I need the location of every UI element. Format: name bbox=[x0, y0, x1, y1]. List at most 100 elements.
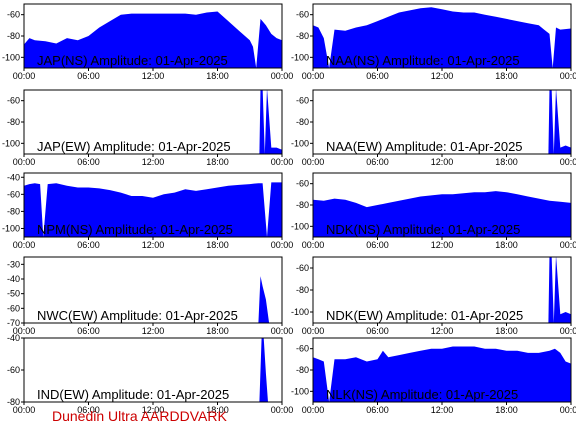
panel-8: -60-80-10000:0006:0012:0018:0000:00NDK(E… bbox=[291, 256, 576, 336]
x-tick-label: 06:00 bbox=[366, 405, 389, 415]
y-tick-label: -60 bbox=[7, 96, 20, 106]
x-tick-label: 06:00 bbox=[366, 71, 389, 81]
y-tick-label: -80 bbox=[296, 117, 309, 127]
x-tick-label: 00:00 bbox=[560, 71, 576, 81]
x-tick-label: 06:00 bbox=[77, 240, 100, 250]
y-tick-label: -80 bbox=[7, 397, 20, 407]
x-tick-label: 06:00 bbox=[77, 326, 100, 336]
y-tick-label: -70 bbox=[7, 318, 20, 328]
y-tick-label: -100 bbox=[291, 307, 309, 317]
x-tick-label: 00:00 bbox=[302, 405, 325, 415]
x-tick-label: 00:00 bbox=[271, 326, 294, 336]
y-tick-label: -60 bbox=[7, 10, 20, 20]
panel-6: -60-80-10000:0006:0012:0018:0000:00NDK(N… bbox=[291, 172, 576, 250]
amplitude-area bbox=[24, 11, 282, 68]
x-tick-label: 06:00 bbox=[77, 157, 100, 167]
y-tick-label: -60 bbox=[296, 96, 309, 106]
x-tick-label: 00:00 bbox=[560, 240, 576, 250]
x-tick-label: 06:00 bbox=[366, 326, 389, 336]
y-tick-label: -80 bbox=[7, 31, 20, 41]
x-tick-label: 18:00 bbox=[495, 405, 518, 415]
x-tick-label: 12:00 bbox=[431, 157, 454, 167]
y-tick-label: -40 bbox=[7, 333, 20, 343]
x-tick-label: 12:00 bbox=[431, 240, 454, 250]
y-tick-label: -30 bbox=[7, 259, 20, 269]
y-tick-label: -60 bbox=[7, 189, 20, 199]
y-tick-label: -80 bbox=[296, 365, 309, 375]
y-tick-label: -80 bbox=[296, 31, 309, 41]
x-tick-label: 18:00 bbox=[206, 240, 229, 250]
panel-title: NLK(NS) Amplitude: 01-Apr-2025 bbox=[326, 387, 518, 402]
panel-title: NWC(EW) Amplitude: 01-Apr-2025 bbox=[37, 308, 238, 323]
y-tick-label: -40 bbox=[7, 274, 20, 284]
x-tick-label: 00:00 bbox=[271, 405, 294, 415]
y-tick-label: -100 bbox=[291, 138, 309, 148]
amplitude-area bbox=[24, 182, 282, 237]
x-tick-label: 12:00 bbox=[142, 157, 165, 167]
x-tick-label: 18:00 bbox=[206, 71, 229, 81]
x-tick-label: 06:00 bbox=[77, 71, 100, 81]
x-tick-label: 00:00 bbox=[13, 405, 36, 415]
panel-title: NDK(NS) Amplitude: 01-Apr-2025 bbox=[326, 222, 520, 237]
x-tick-label: 18:00 bbox=[495, 240, 518, 250]
x-tick-label: 18:00 bbox=[206, 326, 229, 336]
panel-title: NDK(EW) Amplitude: 01-Apr-2025 bbox=[326, 308, 523, 323]
y-tick-label: -80 bbox=[7, 206, 20, 216]
amplitude-area bbox=[313, 7, 571, 68]
y-tick-label: -60 bbox=[7, 365, 20, 375]
x-tick-label: 06:00 bbox=[366, 240, 389, 250]
x-tick-label: 12:00 bbox=[431, 405, 454, 415]
x-tick-label: 12:00 bbox=[142, 326, 165, 336]
y-tick-label: -60 bbox=[296, 179, 309, 189]
x-tick-label: 12:00 bbox=[142, 405, 165, 415]
y-tick-label: -100 bbox=[2, 52, 20, 62]
x-tick-label: 00:00 bbox=[302, 240, 325, 250]
x-tick-label: 12:00 bbox=[431, 71, 454, 81]
x-tick-label: 00:00 bbox=[302, 326, 325, 336]
y-tick-label: -40 bbox=[7, 172, 20, 182]
x-tick-label: 18:00 bbox=[206, 157, 229, 167]
y-tick-label: -100 bbox=[2, 138, 20, 148]
y-tick-label: -50 bbox=[7, 289, 20, 299]
panel-title: JAP(NS) Amplitude: 01-Apr-2025 bbox=[37, 53, 228, 68]
x-tick-label: 18:00 bbox=[495, 157, 518, 167]
x-tick-label: 00:00 bbox=[302, 71, 325, 81]
panel-title: NAA(NS) Amplitude: 01-Apr-2025 bbox=[326, 53, 520, 68]
panel-title: JAP(EW) Amplitude: 01-Apr-2025 bbox=[37, 139, 231, 154]
panel-10: -60-80-10000:0006:0012:0018:0000:00NLK(N… bbox=[291, 337, 576, 415]
x-tick-label: 00:00 bbox=[271, 157, 294, 167]
x-tick-label: 12:00 bbox=[142, 71, 165, 81]
y-tick-label: -100 bbox=[291, 386, 309, 396]
y-tick-label: -100 bbox=[2, 223, 20, 233]
x-tick-label: 00:00 bbox=[271, 71, 294, 81]
x-tick-label: 18:00 bbox=[206, 405, 229, 415]
y-tick-label: -60 bbox=[7, 303, 20, 313]
x-tick-label: 00:00 bbox=[302, 157, 325, 167]
x-tick-label: 00:00 bbox=[13, 326, 36, 336]
x-tick-label: 00:00 bbox=[560, 405, 576, 415]
panel-title: NAA(EW) Amplitude: 01-Apr-2025 bbox=[326, 139, 523, 154]
panel-4: -60-80-10000:0006:0012:0018:0000:00NAA(E… bbox=[291, 89, 576, 167]
x-tick-label: 00:00 bbox=[13, 71, 36, 81]
x-tick-label: 00:00 bbox=[560, 326, 576, 336]
y-tick-label: -100 bbox=[291, 221, 309, 231]
x-tick-label: 12:00 bbox=[142, 240, 165, 250]
y-tick-label: -60 bbox=[296, 263, 309, 273]
amplitude-area bbox=[313, 191, 571, 237]
panel-2: -60-80-10000:0006:0012:0018:0000:00NAA(N… bbox=[291, 3, 576, 81]
x-tick-label: 00:00 bbox=[271, 240, 294, 250]
x-tick-label: 06:00 bbox=[366, 157, 389, 167]
panel-title: NPM(NS) Amplitude: 01-Apr-2025 bbox=[37, 222, 233, 237]
x-tick-label: 12:00 bbox=[431, 326, 454, 336]
x-tick-label: 18:00 bbox=[495, 71, 518, 81]
y-tick-label: -80 bbox=[296, 200, 309, 210]
y-tick-label: -60 bbox=[296, 10, 309, 20]
x-tick-label: 00:00 bbox=[560, 157, 576, 167]
y-tick-label: -80 bbox=[7, 117, 20, 127]
x-tick-label: 00:00 bbox=[13, 157, 36, 167]
